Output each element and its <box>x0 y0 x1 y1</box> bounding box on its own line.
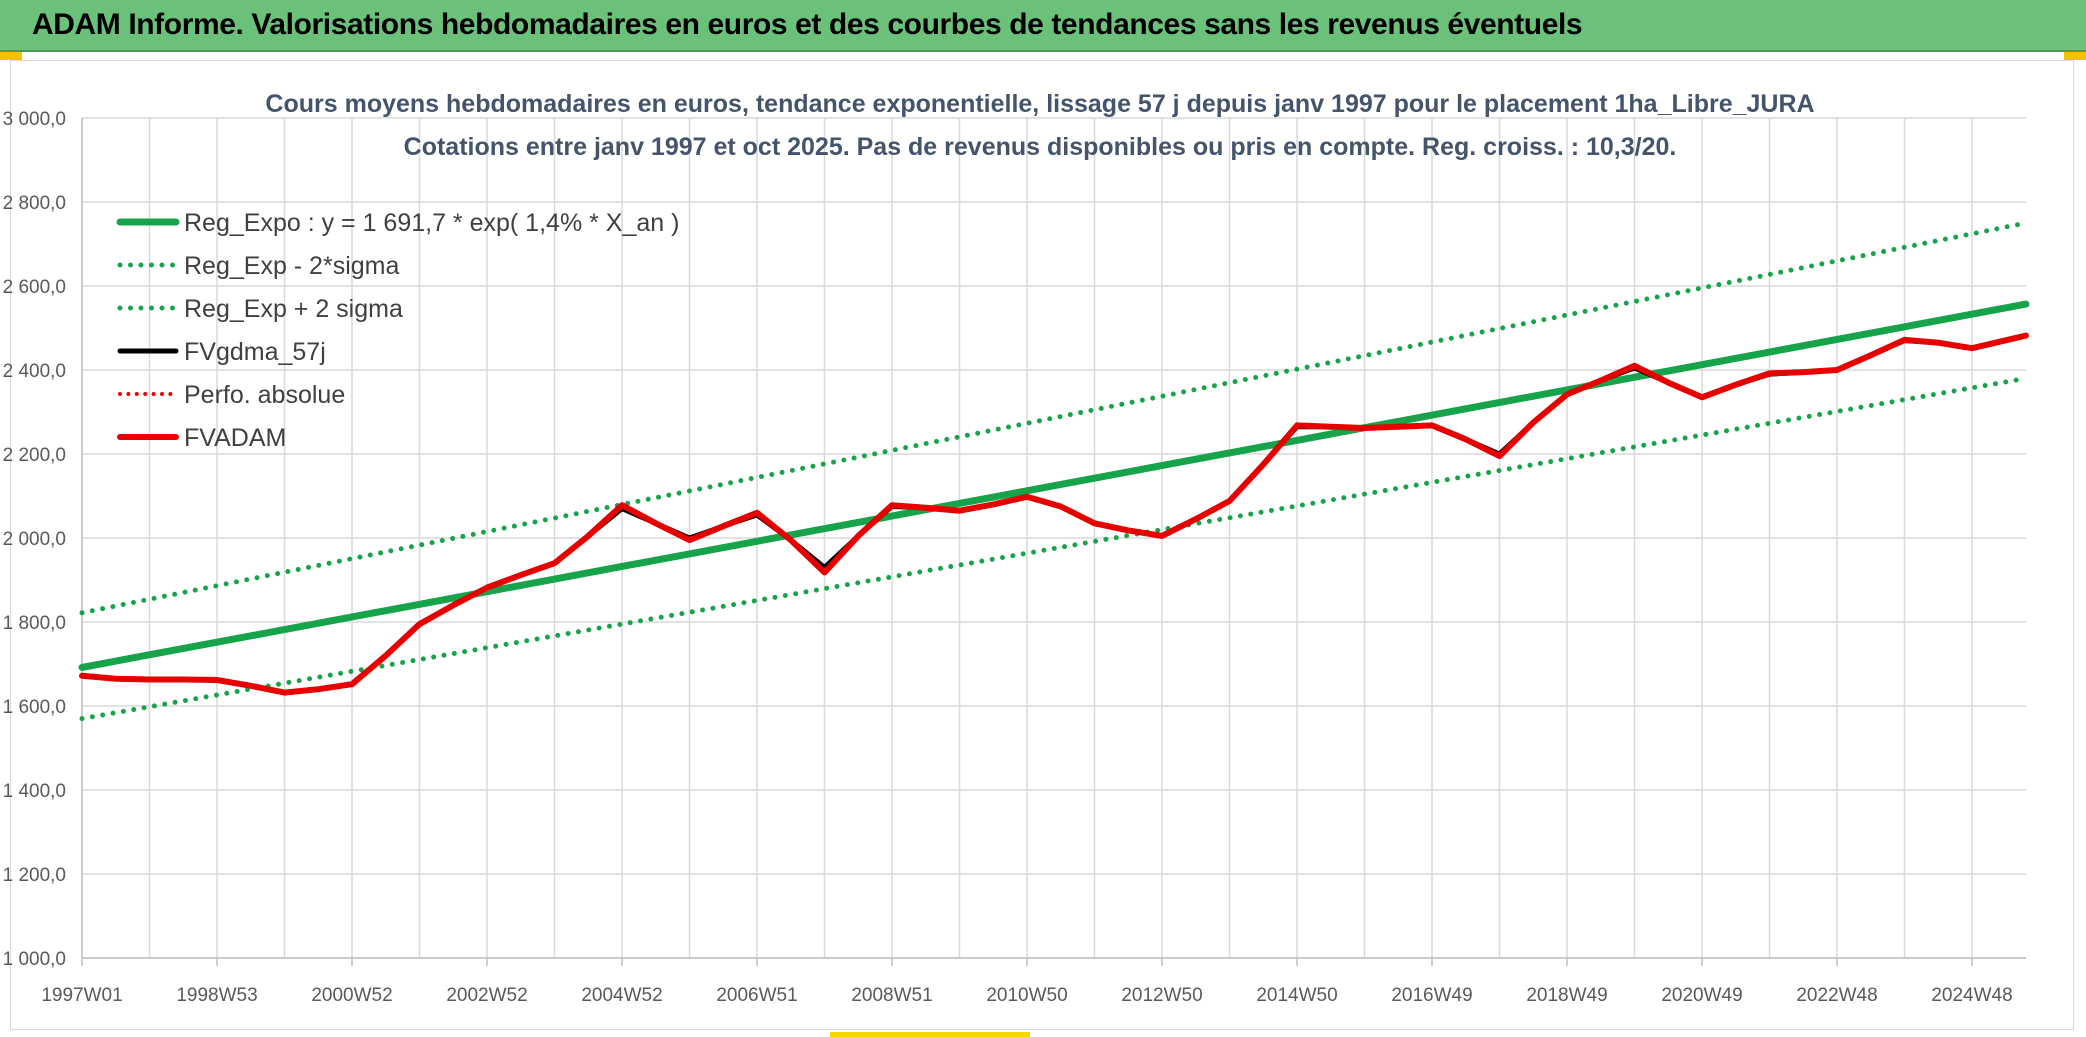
legend-label: Reg_Exp - 2*sigma <box>184 252 399 280</box>
x-tick-label: 2008W51 <box>851 985 932 1006</box>
x-tick-label: 2020W49 <box>1661 985 1742 1006</box>
x-tick-label: 2000W52 <box>311 985 392 1006</box>
y-tick-label: 3 000,0 <box>3 109 66 130</box>
y-tick-label: 2 000,0 <box>3 529 66 550</box>
y-tick-label: 2 200,0 <box>3 445 66 466</box>
x-tick-label: 1998W53 <box>176 985 257 1006</box>
y-tick-label: 2 400,0 <box>3 361 66 382</box>
grid <box>81 117 2026 959</box>
legend: Reg_Expo : y = 1 691,7 * exp( 1,4% * X_a… <box>116 209 679 452</box>
legend-label: Perfo. absolue <box>184 381 345 409</box>
x-tick-label: 2024W48 <box>1931 985 2012 1006</box>
y-tick-label: 1 600,0 <box>3 697 66 718</box>
y-tick-label: 1 800,0 <box>3 613 66 634</box>
corner-accent-right <box>2064 52 2086 60</box>
chart-frame <box>10 60 2074 1030</box>
y-tick-label: 1 000,0 <box>3 949 66 970</box>
series-line <box>79 220 2029 616</box>
series-line <box>78 300 2030 671</box>
series-line <box>79 332 2029 696</box>
x-tick-label: 2006W51 <box>716 985 797 1006</box>
header-banner: ADAM Informe. Valorisations hebdomadaire… <box>0 0 2086 52</box>
x-tick-label: 2014W50 <box>1256 985 1337 1006</box>
x-tick-label: 2002W52 <box>446 985 527 1006</box>
x-tick-label: 2010W50 <box>986 985 1067 1006</box>
series-line <box>79 375 2029 722</box>
bottom-accent <box>830 1032 1030 1037</box>
legend-label: Reg_Expo : y = 1 691,7 * exp( 1,4% * X_a… <box>184 209 679 237</box>
x-tick-label: 2004W52 <box>581 985 662 1006</box>
chart-subtitle: Cotations entre janv 1997 et oct 2025. P… <box>404 133 1677 161</box>
x-tick-label: 2012W50 <box>1121 985 1202 1006</box>
report-title: ADAM Informe. Valorisations hebdomadaire… <box>32 8 1583 41</box>
legend-label: FVADAM <box>184 424 286 452</box>
chart-title: Cours moyens hebdomadaires en euros, ten… <box>265 90 1814 118</box>
x-tick-label: 2018W49 <box>1526 985 1607 1006</box>
series-line <box>79 333 2029 696</box>
y-tick-label: 2 800,0 <box>3 193 66 214</box>
corner-accent-left <box>0 52 22 60</box>
x-tick-label: 2022W48 <box>1796 985 1877 1006</box>
x-tick-label: 1997W01 <box>41 985 122 1006</box>
legend-label: Reg_Exp + 2 sigma <box>184 295 403 323</box>
y-tick-label: 2 600,0 <box>3 277 66 298</box>
y-tick-label: 1 400,0 <box>3 781 66 802</box>
axes: 1 000,0 1 200,0 1 400,0 1 600,0 1 800,0 2 000… <box>3 109 2026 1006</box>
legend-label: FVgdma_57j <box>184 338 326 366</box>
series <box>78 220 2030 722</box>
x-tick-label: 2016W49 <box>1391 985 1472 1006</box>
y-tick-label: 1 200,0 <box>3 865 66 886</box>
